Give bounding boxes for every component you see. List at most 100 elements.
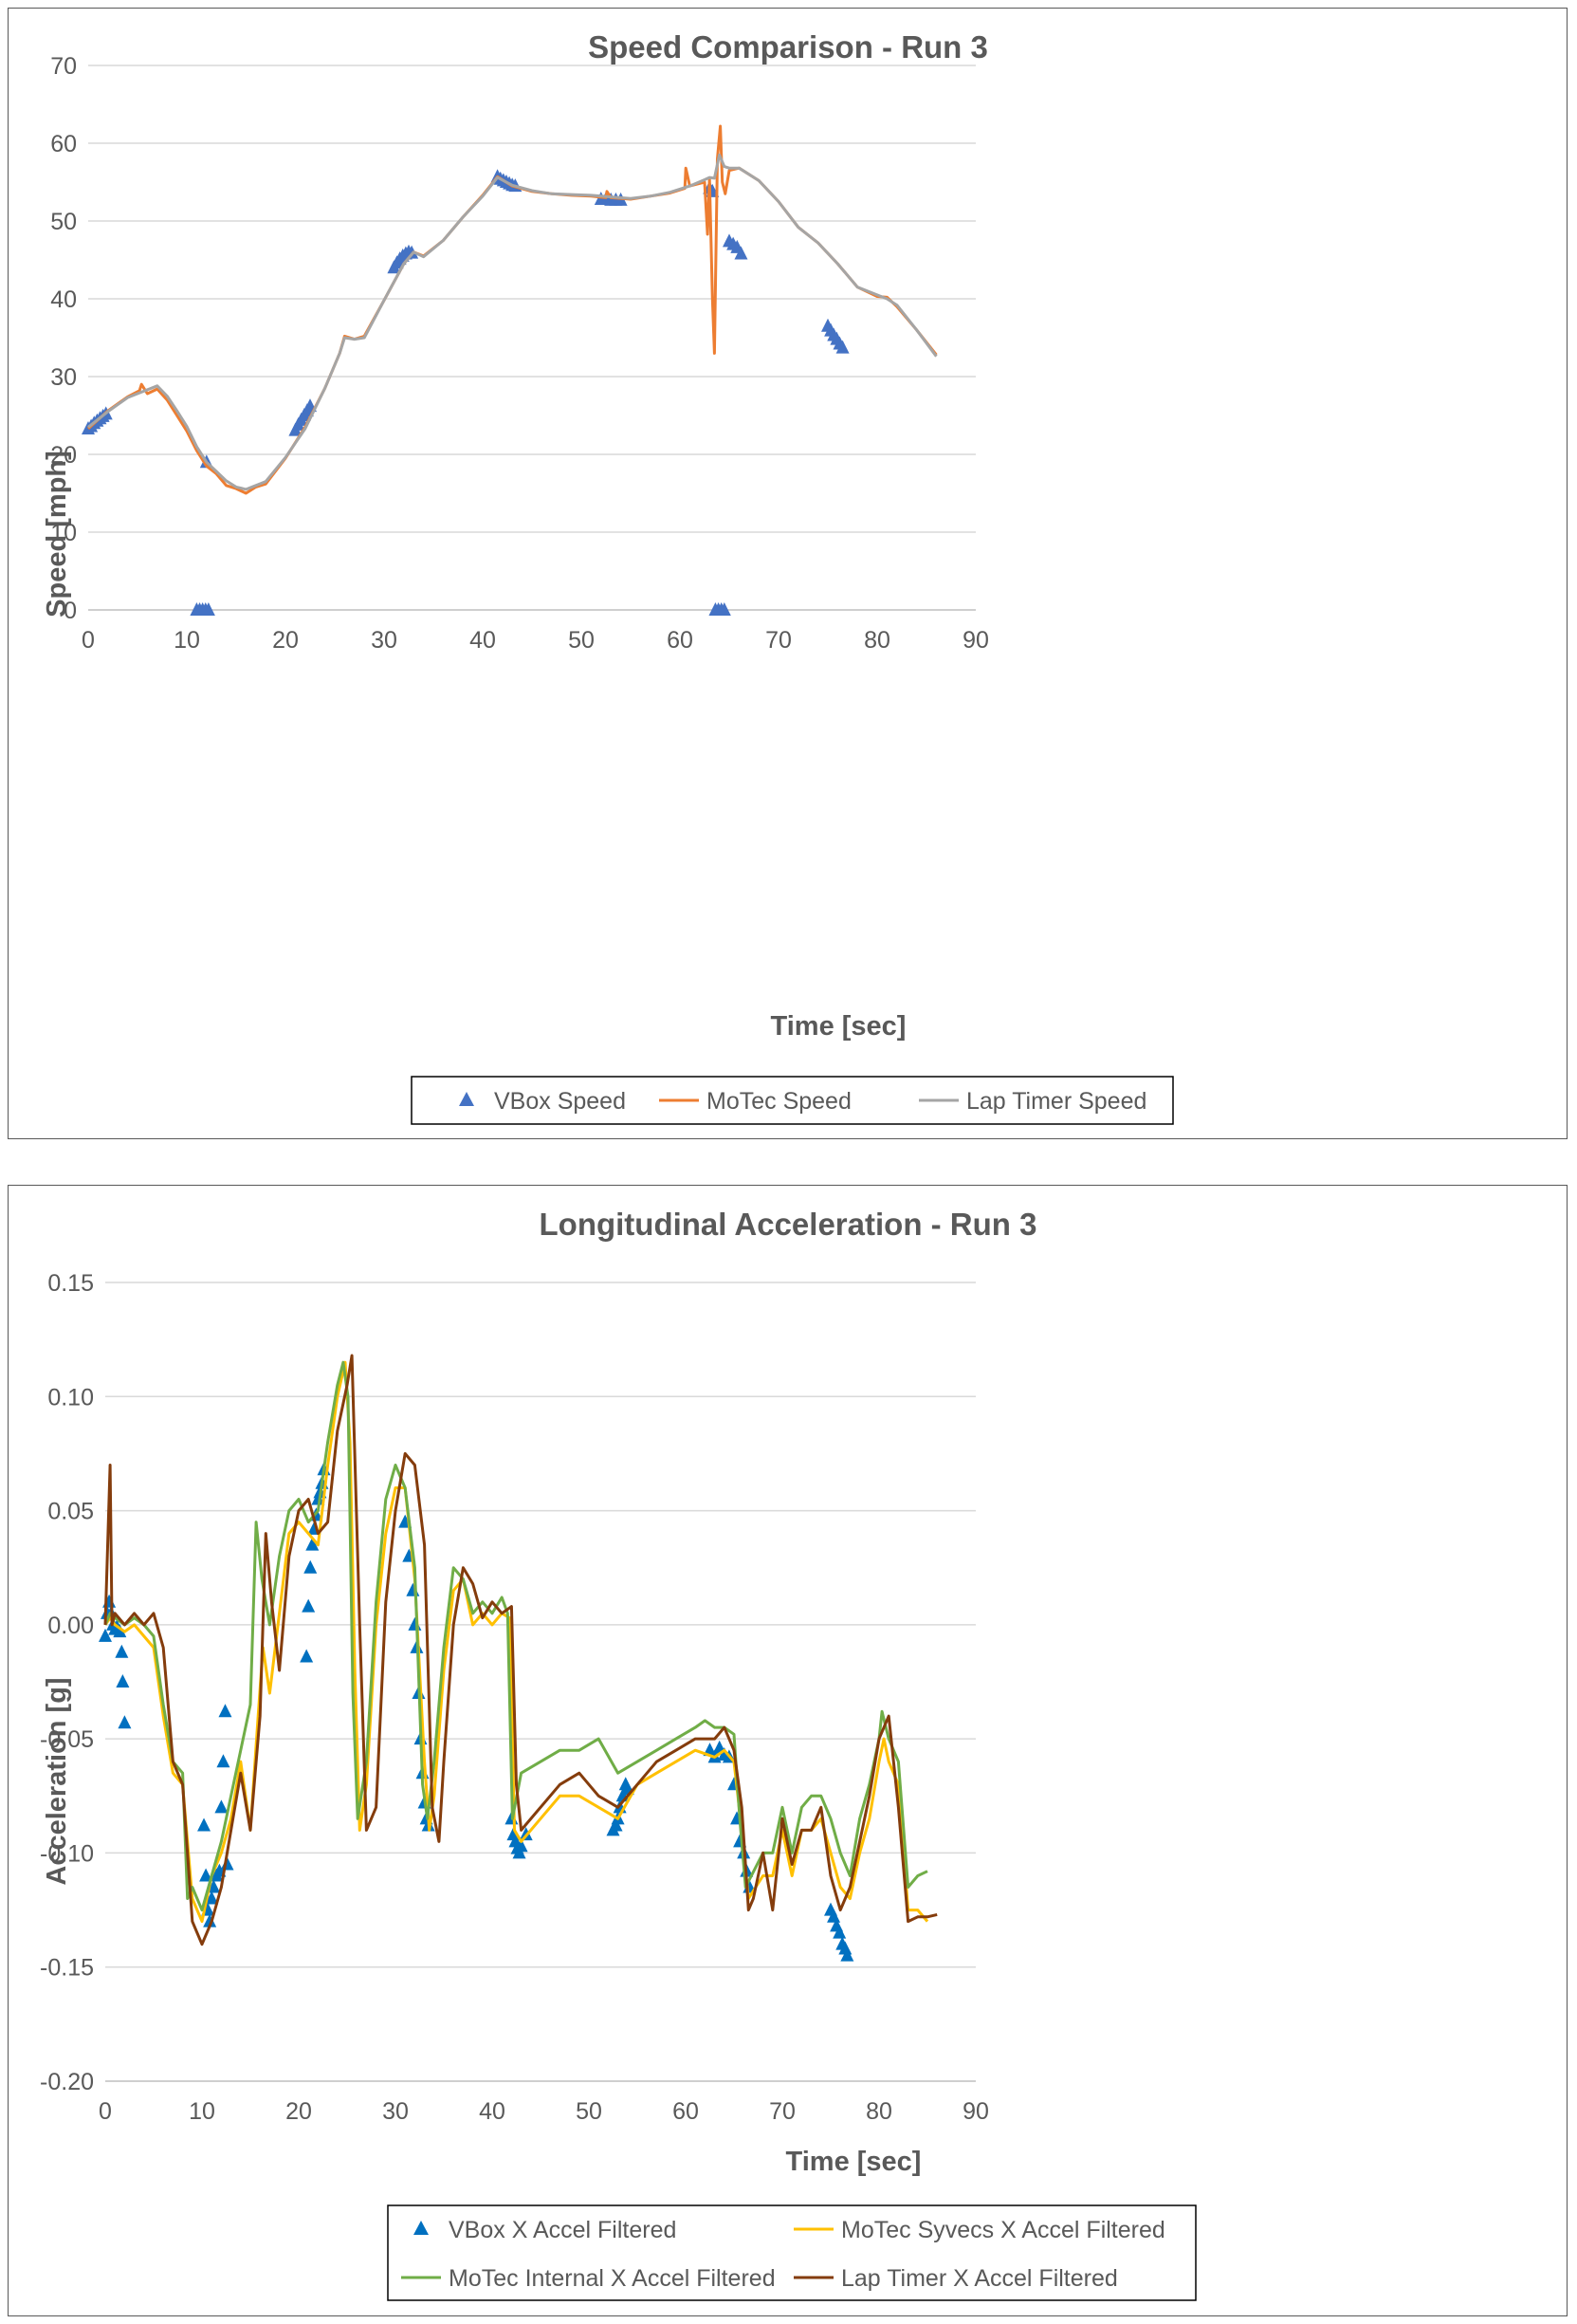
data-point <box>514 1838 528 1853</box>
legend-label: MoTec Internal X Accel Filtered <box>449 2265 776 2292</box>
x-tick-label: 10 <box>174 627 200 654</box>
acceleration-chart-panel: Longitudinal Acceleration - Run 3 0 10 20 3… <box>8 1185 1568 2316</box>
legend-item: Lap Timer Speed <box>919 1088 1146 1115</box>
x-axis-label: Time [sec] <box>771 1011 907 1042</box>
x-tick-label: 90 <box>963 627 989 654</box>
x-tick-label: 20 <box>272 627 299 654</box>
data-point <box>216 1754 230 1768</box>
data-point <box>199 1868 213 1882</box>
data-point <box>300 1649 314 1663</box>
data-point <box>305 1537 320 1551</box>
x-tick-label: 60 <box>672 2098 699 2125</box>
legend-label: Lap Timer Speed <box>966 1088 1146 1115</box>
data-point <box>311 1491 325 1505</box>
vbox-speed-series <box>82 169 850 616</box>
data-point <box>218 1704 232 1718</box>
legend-label: VBox X Accel Filtered <box>449 2217 676 2243</box>
x-tick-label: 40 <box>479 2098 505 2125</box>
data-point <box>207 1879 221 1893</box>
legend-label: Lap Timer X Accel Filtered <box>841 2265 1118 2292</box>
y-tick-label: 0.00 <box>47 1613 94 1639</box>
data-point <box>609 1817 623 1832</box>
data-point <box>203 1913 217 1927</box>
data-point <box>408 1616 422 1631</box>
x-tick-label: 90 <box>963 2098 989 2125</box>
x-tick-label: 10 <box>189 2098 215 2125</box>
x-tick-label: 60 <box>667 627 693 654</box>
y-tick-label: 0 <box>64 598 77 624</box>
chart-title: Speed Comparison - Run 3 <box>588 29 988 65</box>
chart-legend: VBox Speed MoTec Speed Lap Timer Speed <box>411 1076 1174 1125</box>
legend-item: Lap Timer X Accel Filtered <box>794 2265 1118 2292</box>
legend-item: MoTec Internal X Accel Filtered <box>401 2265 776 2292</box>
data-point <box>214 1799 229 1814</box>
motec-internal-x-accel-filtered-line <box>103 1360 928 1912</box>
data-point <box>116 1674 130 1688</box>
x-tick-label: 80 <box>864 627 890 654</box>
data-point <box>118 1715 132 1729</box>
data-point <box>835 340 850 354</box>
chart-title: Longitudinal Acceleration - Run 3 <box>540 1207 1037 1242</box>
data-point <box>734 246 748 260</box>
data-point <box>405 245 419 259</box>
y-axis-label: Speed [mph] <box>42 451 72 618</box>
legend-label: MoTec Syvecs X Accel Filtered <box>841 2217 1165 2243</box>
data-point <box>406 1582 420 1596</box>
legend-label: VBox Speed <box>494 1088 626 1115</box>
x-tick-label: 20 <box>285 2098 312 2125</box>
data-point <box>512 1845 526 1859</box>
y-tick-label: 40 <box>50 286 77 313</box>
y-tick-label: 0.05 <box>47 1499 94 1525</box>
y-tick-label: -0.20 <box>40 2069 94 2095</box>
data-point <box>833 1925 847 1939</box>
data-point <box>840 1947 854 1962</box>
vbox-x-accel-filtered-series <box>99 1462 854 1962</box>
x-tick-label: 30 <box>371 627 397 654</box>
data-point <box>113 1624 127 1638</box>
x-axis-label: Time [sec] <box>786 2147 922 2177</box>
data-point <box>302 1598 316 1613</box>
x-tick-label: 40 <box>469 627 496 654</box>
legend-label: MoTec Speed <box>706 1088 852 1115</box>
y-tick-label: -0.15 <box>40 1955 94 1982</box>
y-tick-label: 0.15 <box>47 1270 94 1297</box>
legend-item: VBox X Accel Filtered <box>413 2217 676 2243</box>
lap-timer-x-accel-filtered-line <box>103 1354 938 1946</box>
y-tick-label: -0.10 <box>40 1840 94 1867</box>
data-point <box>303 1559 318 1574</box>
y-axis-label: Acceleration [g] <box>42 1677 72 1885</box>
x-tick-label: 50 <box>568 627 595 654</box>
y-tick-label: 20 <box>50 442 77 469</box>
data-point <box>205 1891 219 1905</box>
x-tick-label: 80 <box>866 2098 892 2125</box>
y-tick-label: 60 <box>50 131 77 157</box>
data-point <box>717 602 731 616</box>
lap-timer-speed-line <box>87 153 938 491</box>
legend-item: VBox Speed <box>459 1088 626 1115</box>
legend-marker <box>413 2221 429 2235</box>
x-tick-label: 0 <box>82 627 95 654</box>
x-tick-label: 0 <box>99 2098 112 2125</box>
legend-item: MoTec Syvecs X Accel Filtered <box>794 2217 1165 2243</box>
chart-legend: VBox X Accel Filtered MoTec Syvecs X Acce… <box>387 2204 1197 2301</box>
legend-marker <box>459 1092 474 1106</box>
y-tick-label: 0.10 <box>47 1384 94 1411</box>
speed-chart: Speed Comparison - Run 3 0 10 20 30 40 50 60 70… <box>42 29 1174 1125</box>
y-tick-label: 10 <box>50 520 77 546</box>
speed-chart-panel: Speed Comparison - Run 3 0 10 20 30 40 50 60 70… <box>8 8 1568 1139</box>
x-tick-label: 30 <box>382 2098 409 2125</box>
x-tick-label: 50 <box>576 2098 602 2125</box>
data-point <box>827 1909 841 1923</box>
data-point <box>115 1644 129 1658</box>
data-point <box>197 1817 211 1832</box>
acceleration-chart: Longitudinal Acceleration - Run 3 0 10 20 3… <box>40 1207 1197 2301</box>
y-tick-label: 70 <box>50 53 77 80</box>
data-point <box>201 602 215 616</box>
x-tick-label: 70 <box>769 2098 796 2125</box>
y-tick-label: -0.05 <box>40 1726 94 1753</box>
y-tick-label: 50 <box>50 209 77 235</box>
y-tick-label: 30 <box>50 364 77 391</box>
data-point <box>99 1628 112 1642</box>
legend-item: MoTec Speed <box>659 1088 852 1115</box>
x-tick-label: 70 <box>765 627 792 654</box>
